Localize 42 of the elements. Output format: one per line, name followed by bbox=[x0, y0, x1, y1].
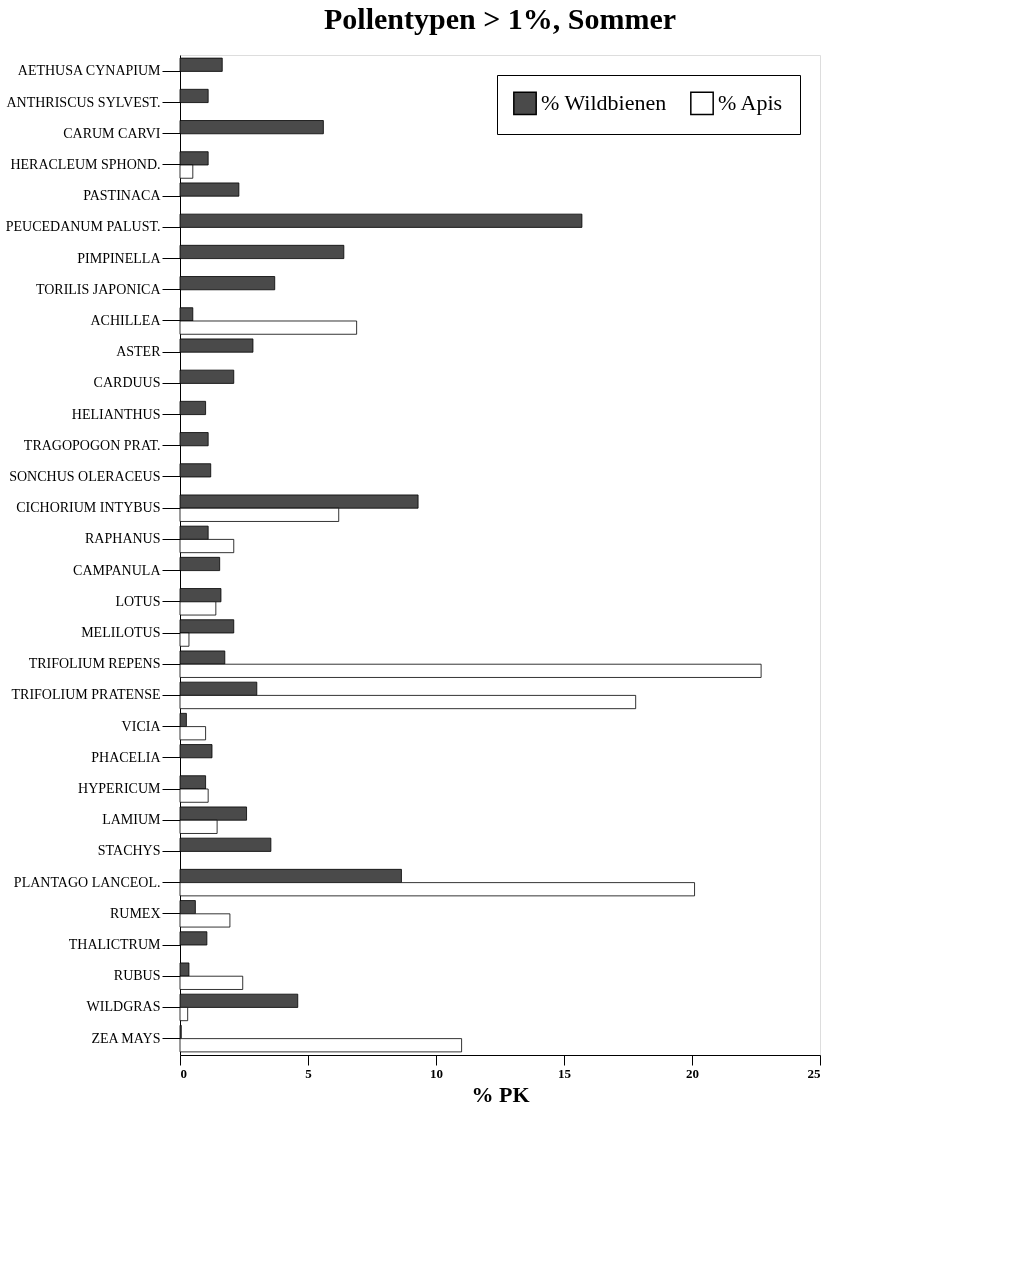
x-axis-title: % PK bbox=[471, 1081, 530, 1107]
y-tick-label: CARUM CARVI bbox=[63, 125, 161, 141]
y-tick-label: STACHYS bbox=[97, 843, 161, 859]
x-tick-label: 25 bbox=[807, 1065, 821, 1081]
y-tick-label: PHACELIA bbox=[91, 749, 162, 765]
y-tick-label: PASTINACA bbox=[83, 188, 162, 204]
y-tick-label: VICIA bbox=[121, 718, 162, 734]
y-tick-label: ACHILLEA bbox=[90, 312, 162, 328]
y-tick-label: RUMEX bbox=[109, 905, 161, 921]
y-tick-label: HELIANTHUS bbox=[71, 406, 161, 422]
y-tick-label: LOTUS bbox=[115, 593, 161, 609]
x-tick-label: 20 bbox=[686, 1065, 699, 1081]
legend-label: % Apis bbox=[718, 90, 783, 116]
x-tick-label: 10 bbox=[430, 1065, 443, 1081]
y-tick-label: CICHORIUM INTYBUS bbox=[16, 500, 161, 516]
y-tick-label: ASTER bbox=[116, 344, 162, 360]
x-tick-label: 0 bbox=[180, 1065, 187, 1081]
y-tick-label: ANTHRISCUS SYLVEST. bbox=[6, 94, 161, 110]
y-tick-label: LAMIUM bbox=[102, 812, 162, 828]
y-tick-label: ZEA MAYS bbox=[91, 1030, 161, 1046]
y-tick-label: RUBUS bbox=[113, 968, 161, 984]
y-tick-label: HERACLEUM SPHOND. bbox=[10, 156, 161, 172]
y-tick-label: PIMPINELLA bbox=[77, 250, 162, 266]
y-tick-label: WILDGRAS bbox=[86, 999, 161, 1015]
y-tick-label: PEUCEDANUM PALUST. bbox=[5, 219, 161, 235]
y-tick-label: TRIFOLIUM REPENS bbox=[28, 656, 161, 672]
y-tick-label: HYPERICUM bbox=[78, 781, 162, 797]
y-tick-label: PLANTAGO LANCEOL. bbox=[13, 874, 161, 890]
x-tick-label: 15 bbox=[558, 1065, 572, 1081]
y-tick-label: THALICTRUM bbox=[68, 937, 162, 953]
y-tick-label: TRIFOLIUM PRATENSE bbox=[11, 687, 161, 703]
y-tick-label: TORILIS JAPONICA bbox=[35, 281, 162, 297]
y-tick-label: CARDUUS bbox=[93, 375, 161, 391]
y-tick-label: CAMPANULA bbox=[73, 562, 162, 578]
y-tick-label: MELILOTUS bbox=[81, 625, 161, 640]
y-tick-label: SONCHUS OLERACEUS bbox=[9, 469, 161, 484]
y-tick-label: AETHUSA CYNAPIUM bbox=[17, 63, 162, 79]
chart-title: Pollentypen > 1%, Sommer bbox=[323, 2, 677, 35]
y-tick-label: RAPHANUS bbox=[85, 531, 161, 547]
legend-label: % Wildbienen bbox=[541, 90, 667, 116]
y-tick-label: TRAGOPOGON PRAT. bbox=[23, 437, 161, 453]
x-tick-label: 5 bbox=[305, 1065, 313, 1081]
